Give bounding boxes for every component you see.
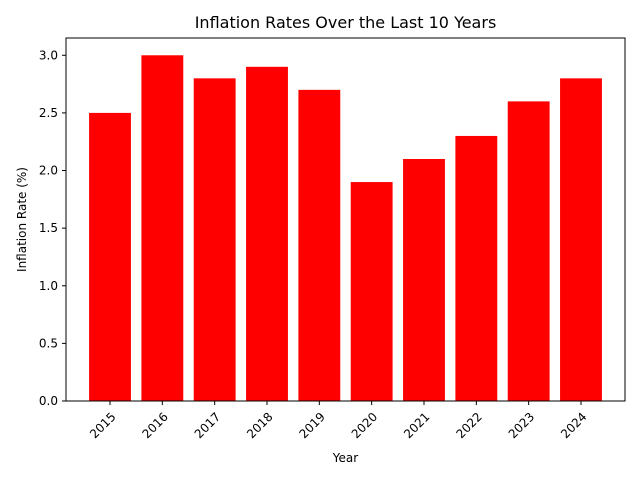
y-tick-label: 3.0 — [39, 48, 58, 62]
y-axis: 0.0 0.5 1.0 1.5 2.0 2.5 3.0 — [39, 48, 66, 408]
y-tick-label: 0.5 — [39, 336, 58, 350]
bar-2015 — [89, 112, 131, 402]
bars-group — [89, 55, 602, 402]
y-tick-label: 1.0 — [39, 279, 58, 293]
bar-2016 — [141, 55, 184, 402]
chart-title: Inflation Rates Over the Last 10 Years — [195, 13, 497, 32]
y-tick-label: 1.5 — [39, 221, 58, 235]
bar-2019 — [298, 89, 341, 401]
bar-2020 — [350, 182, 393, 401]
bar-2017 — [193, 78, 236, 401]
bar-2022 — [455, 135, 498, 401]
bar-2023 — [507, 101, 550, 401]
bar-2018 — [246, 66, 288, 402]
y-axis-label: Inflation Rate (%) — [15, 167, 29, 272]
axes-frame — [65, 37, 626, 402]
y-tick-label: 0.0 — [39, 394, 58, 408]
y-tick-label: 2.0 — [39, 164, 58, 178]
y-tick-label: 2.5 — [39, 106, 58, 120]
plot-area — [65, 37, 626, 402]
bar-2021 — [403, 159, 445, 401]
bar-2024 — [560, 78, 602, 401]
x-axis-label: Year — [332, 451, 358, 465]
